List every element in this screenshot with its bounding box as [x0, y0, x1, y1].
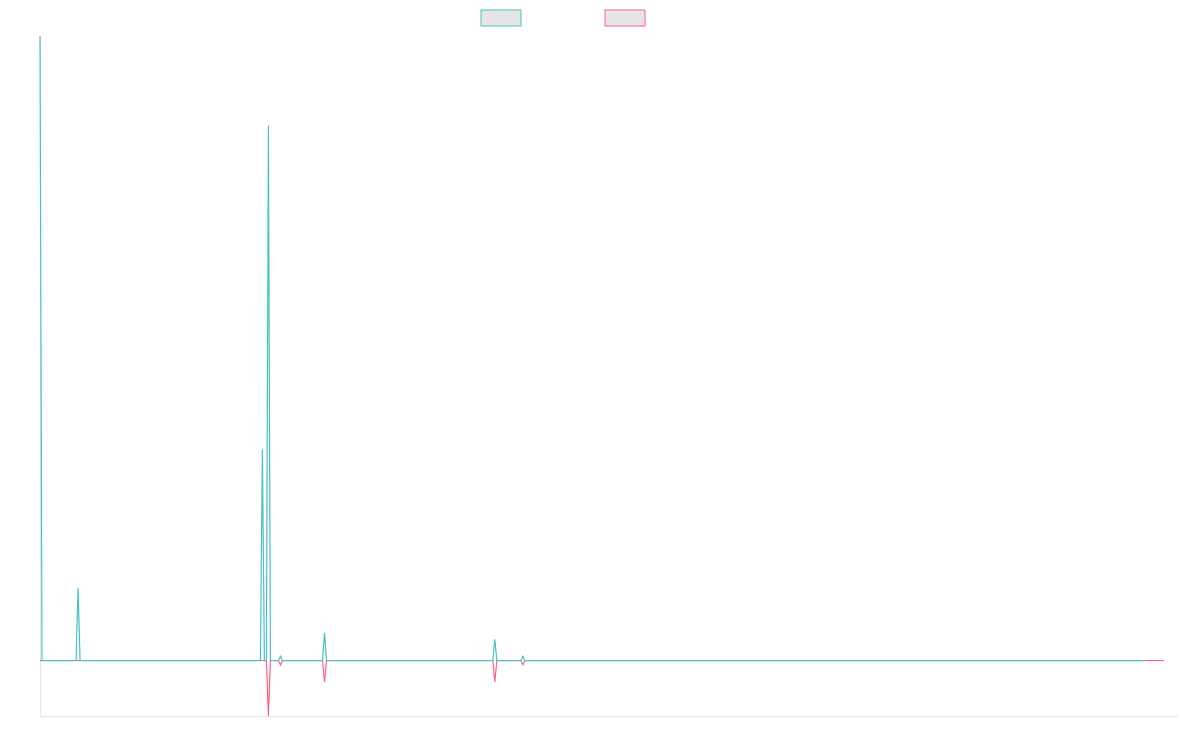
legend-swatch-series-1[interactable]	[480, 9, 522, 27]
series-line-2	[40, 659, 1164, 717]
plot-area	[39, 35, 1164, 717]
series-line-1	[39, 35, 1144, 662]
legend	[480, 9, 646, 27]
axes	[40, 36, 1178, 717]
legend-swatch-series-2[interactable]	[604, 9, 646, 27]
